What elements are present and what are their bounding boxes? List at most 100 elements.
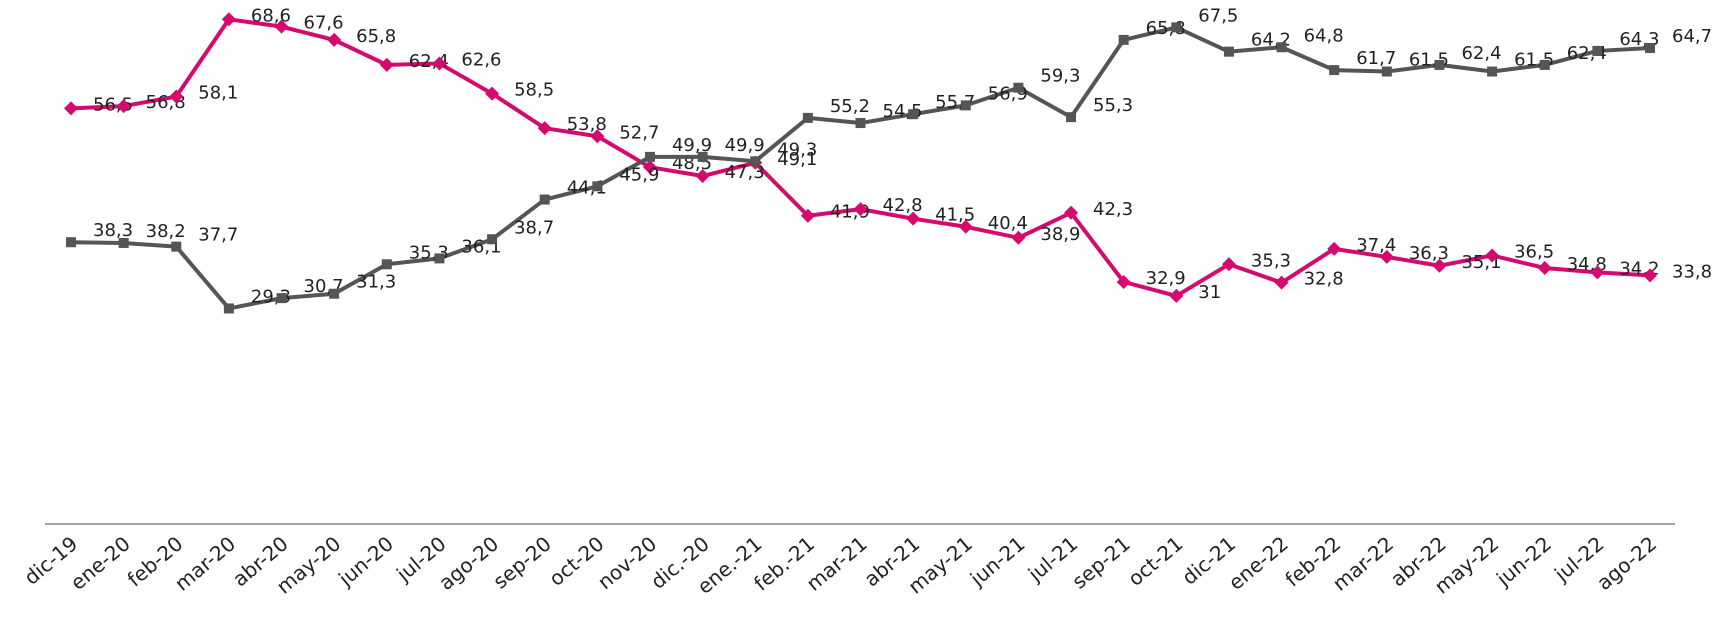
- x-tick-label: ene-22: [1224, 531, 1293, 594]
- point: [1592, 45, 1603, 56]
- point: [800, 208, 815, 223]
- point: [276, 293, 287, 304]
- point: [537, 121, 552, 136]
- data-label: 62,6: [461, 49, 501, 70]
- point: [327, 32, 342, 47]
- point: [118, 237, 129, 248]
- point: [1329, 65, 1340, 76]
- x-tick-label: sep-21: [1067, 531, 1135, 593]
- data-label: 36,5: [1514, 241, 1554, 262]
- data-label: 36,3: [1409, 243, 1449, 264]
- point: [379, 57, 394, 72]
- data-label: 61,7: [1356, 48, 1396, 69]
- data-label: 52,7: [619, 122, 659, 143]
- point: [750, 156, 761, 167]
- point: [434, 253, 445, 264]
- data-label: 33,8: [1672, 261, 1712, 282]
- x-tick-label: ago-20: [434, 531, 503, 595]
- data-label: 53,8: [567, 114, 607, 135]
- data-label: 49,9: [725, 135, 765, 156]
- point: [1118, 34, 1129, 45]
- point: [1221, 257, 1236, 272]
- data-label: 49,3: [777, 139, 817, 160]
- point: [1434, 59, 1445, 70]
- point: [802, 112, 813, 123]
- point: [592, 181, 603, 192]
- x-tick-label: jun-22: [1491, 531, 1556, 591]
- point: [1539, 59, 1550, 70]
- point: [853, 202, 868, 217]
- data-label: 35,3: [1251, 250, 1291, 271]
- data-label: 38,2: [146, 221, 186, 242]
- point: [1066, 112, 1077, 123]
- point: [695, 169, 710, 184]
- data-label: 31,3: [356, 272, 396, 293]
- data-label: 65,8: [356, 26, 396, 47]
- point: [960, 100, 971, 111]
- point: [644, 151, 655, 162]
- data-label: 58,1: [198, 83, 238, 104]
- point: [487, 234, 498, 245]
- data-label: 59,3: [1040, 66, 1080, 87]
- point: [116, 99, 131, 114]
- point: [590, 129, 605, 144]
- point: [485, 86, 500, 101]
- point: [432, 56, 447, 71]
- point: [1432, 258, 1447, 273]
- point: [274, 19, 289, 34]
- data-label: 37,7: [198, 225, 238, 246]
- data-label: 31: [1198, 282, 1221, 303]
- point: [1169, 288, 1184, 303]
- point: [1064, 205, 1079, 220]
- point: [329, 288, 340, 299]
- data-label: 45,9: [619, 164, 659, 185]
- x-tick-label: sep-20: [488, 531, 556, 593]
- data-label: 67,5: [1198, 5, 1238, 26]
- x-tick-label: ene-20: [66, 531, 135, 594]
- point: [697, 151, 708, 162]
- point: [1171, 22, 1182, 33]
- x-tick-label: jun-20: [333, 531, 398, 591]
- data-label: 49,1: [777, 149, 817, 170]
- point: [66, 237, 76, 248]
- point: [1223, 46, 1234, 57]
- data-label: 55,2: [830, 96, 870, 117]
- data-label: 42,8: [883, 195, 923, 216]
- x-tick-label: oct-21: [1123, 531, 1187, 590]
- data-label: 32,8: [1304, 269, 1344, 290]
- data-label: 67,6: [304, 13, 344, 34]
- point: [171, 241, 182, 252]
- point: [223, 303, 234, 314]
- data-label: 62,4: [1461, 43, 1501, 64]
- point: [169, 89, 184, 104]
- point: [64, 101, 78, 116]
- point: [1487, 66, 1498, 77]
- data-label: 55,3: [1093, 95, 1133, 116]
- point: [1645, 42, 1655, 53]
- point: [1013, 82, 1024, 93]
- x-tick-label: jun-21: [965, 531, 1030, 591]
- x-tick-label: mar-21: [802, 531, 872, 595]
- point: [855, 118, 866, 129]
- data-label: 38,3: [93, 220, 133, 241]
- point: [381, 259, 392, 270]
- data-label: 42,3: [1093, 199, 1133, 220]
- x-tick-label: mar-20: [170, 531, 240, 595]
- point: [1379, 249, 1394, 264]
- data-label: 64,7: [1672, 26, 1712, 47]
- data-label: 37,4: [1356, 235, 1396, 256]
- x-tick-label: mar-22: [1328, 531, 1398, 595]
- x-tick-label: ago-22: [1592, 531, 1661, 595]
- data-label: 64,8: [1304, 25, 1344, 46]
- point: [1485, 248, 1500, 263]
- point: [1274, 275, 1289, 290]
- data-label: 49,9: [672, 135, 712, 156]
- point: [906, 211, 921, 226]
- point: [1537, 260, 1552, 275]
- point: [1276, 42, 1287, 53]
- point: [1011, 230, 1026, 245]
- point: [1381, 66, 1392, 77]
- x-tick-label: nov-20: [593, 531, 661, 594]
- data-label: 38,7: [514, 217, 554, 238]
